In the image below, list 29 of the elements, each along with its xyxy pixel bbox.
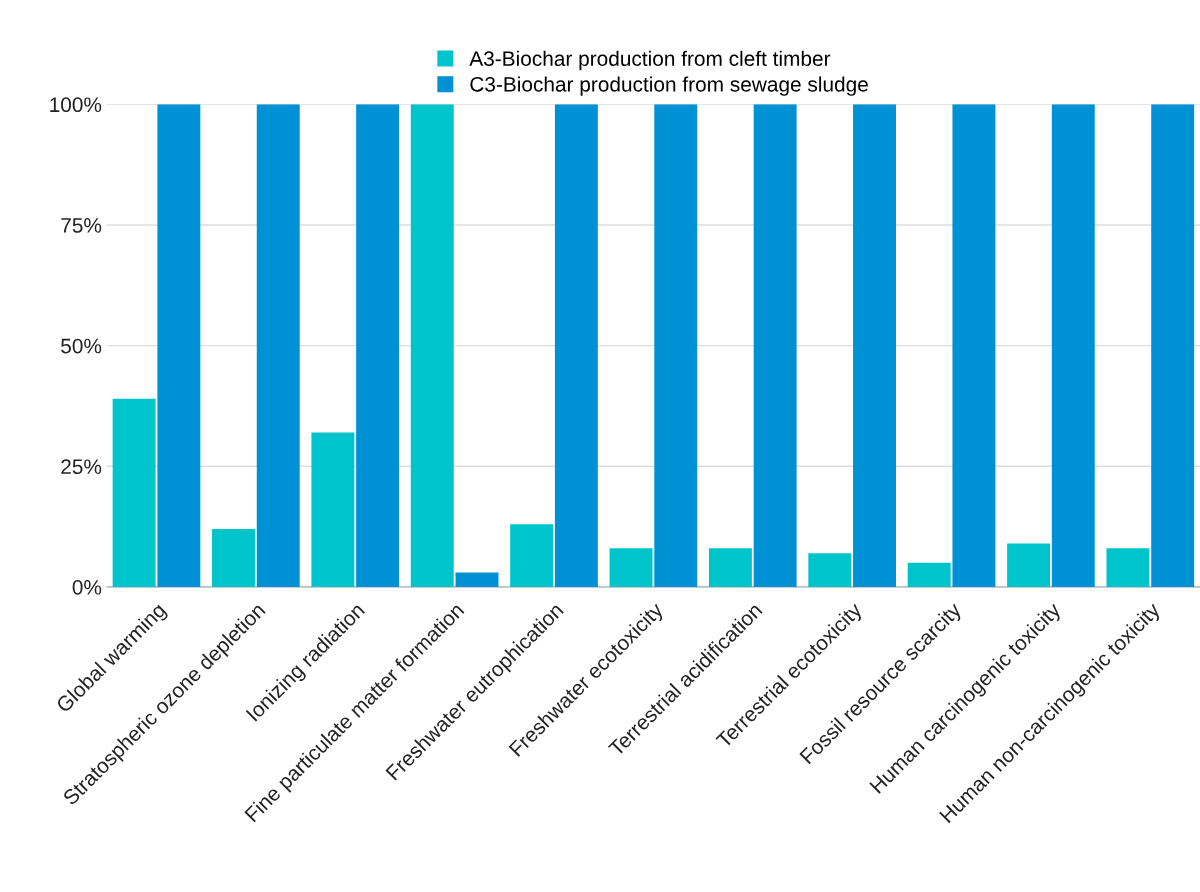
bar <box>654 104 698 587</box>
bar <box>212 529 255 587</box>
bar <box>455 572 499 587</box>
y-tick-label: 25% <box>61 459 102 475</box>
bar <box>112 398 156 587</box>
bar <box>157 104 201 587</box>
bar <box>256 104 300 587</box>
bar <box>708 548 752 587</box>
bar <box>808 553 852 587</box>
bar <box>554 104 598 587</box>
bar <box>311 432 355 587</box>
bar <box>753 104 797 587</box>
bar <box>410 104 454 587</box>
y-tick-label: 75% <box>61 218 102 233</box>
legend-label: C3-Biochar production from sewage sludge <box>470 76 868 96</box>
bar <box>510 524 554 587</box>
bar <box>356 104 400 587</box>
bar <box>1007 543 1051 587</box>
bar <box>1151 104 1195 587</box>
y-tick-label: 50% <box>61 338 102 354</box>
bar <box>853 104 896 587</box>
bar <box>1051 104 1095 587</box>
bar <box>907 562 951 587</box>
bar <box>952 104 996 587</box>
bar <box>1106 548 1150 587</box>
y-tick-label: 100% <box>50 97 102 113</box>
bar <box>609 548 653 587</box>
legend-label: A3-Biochar production from cleft timber <box>469 50 831 71</box>
y-tick-label: 0% <box>72 579 102 595</box>
